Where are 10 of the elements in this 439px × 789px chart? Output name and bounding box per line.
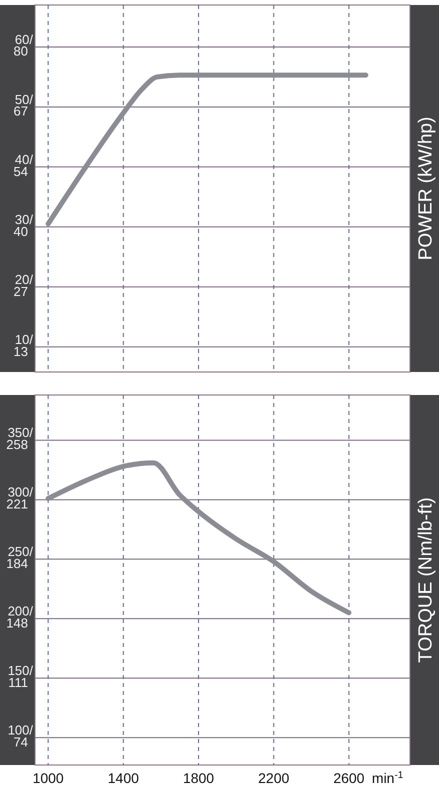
text: POWER (kW/hp) [416, 116, 436, 260]
text: TORQUE (Nm/lb-ft) [416, 497, 436, 663]
x-tick-label: 1000 [32, 770, 64, 786]
x-tick-label: 2600 [333, 770, 365, 786]
y-tick-label: 40/ [14, 152, 34, 167]
y2-tick-label: 54 [14, 164, 28, 180]
x-tick-label: 1400 [108, 770, 140, 786]
x-tick-label: 2200 [258, 770, 290, 786]
x-axis-title: min$^{-1}$ [372, 770, 404, 786]
x-tick-label: 1800 [182, 770, 214, 786]
